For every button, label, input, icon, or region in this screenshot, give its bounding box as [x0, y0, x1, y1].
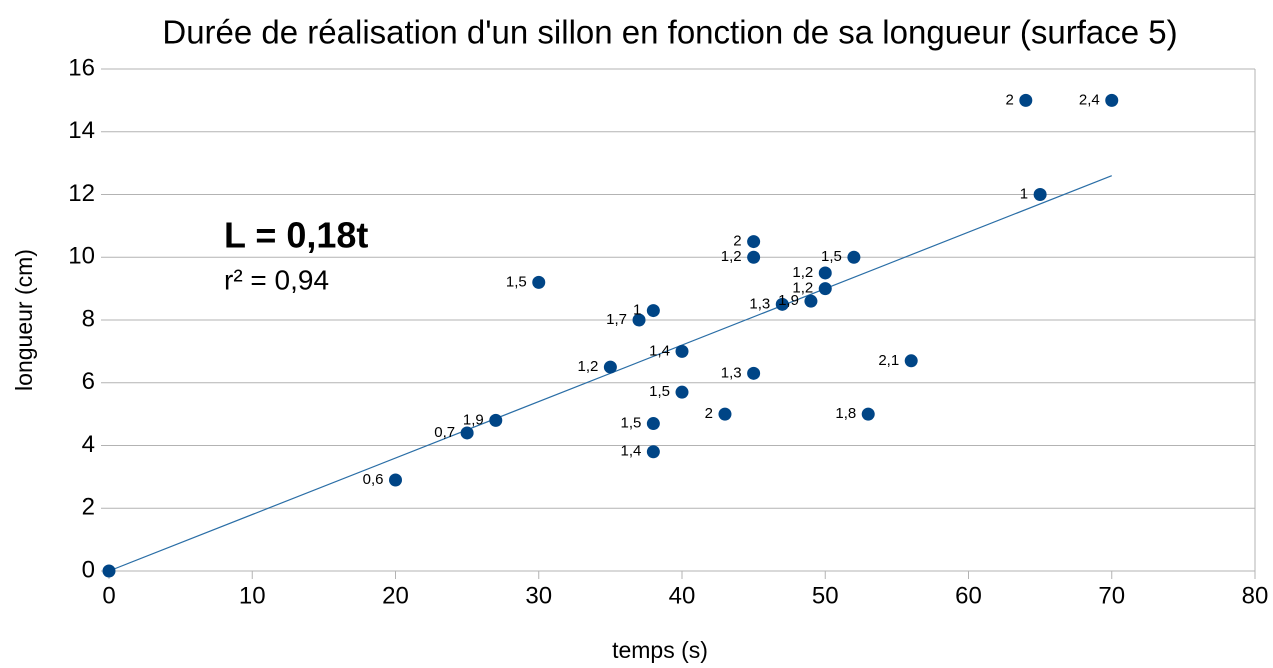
- chart-title: Durée de réalisation d'un sillon en fonc…: [162, 14, 1177, 51]
- point-label: 1,5: [821, 248, 842, 265]
- x-tick-label: 80: [1242, 582, 1269, 609]
- point-label: 1,2: [578, 358, 599, 375]
- point-label: 1: [1020, 185, 1028, 202]
- point-label: 2: [705, 405, 713, 422]
- y-tick-label: 6: [82, 368, 95, 395]
- y-tick-label: 8: [82, 305, 95, 332]
- x-tick-label: 30: [525, 582, 552, 609]
- x-tick-label: 60: [955, 582, 982, 609]
- point: [1105, 93, 1119, 107]
- y-tick-label: 2: [82, 494, 95, 521]
- point: [675, 385, 689, 399]
- x-tick-label: 20: [382, 582, 409, 609]
- x-tick-label: 70: [1098, 582, 1125, 609]
- point: [904, 354, 918, 368]
- point-label: 1,8: [835, 405, 856, 422]
- point-label: 0,7: [434, 424, 455, 441]
- x-tick-label: 0: [102, 582, 115, 609]
- point-label: 0,6: [363, 471, 384, 488]
- point: [718, 407, 732, 421]
- point: [747, 250, 761, 264]
- x-tick-label: 40: [669, 582, 696, 609]
- point-label: 1,7: [606, 311, 627, 328]
- y-tick-label: 14: [68, 117, 95, 144]
- point: [847, 250, 861, 264]
- point-label: 2: [1005, 91, 1013, 108]
- point: [747, 366, 761, 380]
- point-label: 1,9: [778, 292, 799, 309]
- point-label: 2: [733, 233, 741, 250]
- point-label: 1,3: [721, 364, 742, 381]
- point-label: 1: [633, 302, 641, 319]
- x-axis-title: temps (s): [612, 637, 708, 663]
- point-label: 1,5: [649, 383, 670, 400]
- point-label: 1,2: [721, 248, 742, 265]
- point-label: 1,4: [620, 443, 641, 460]
- point-label: 1,5: [506, 273, 527, 290]
- y-tick-label: 4: [82, 431, 95, 458]
- point-label: 1,4: [649, 342, 670, 359]
- point: [675, 344, 689, 358]
- point: [632, 313, 646, 327]
- point-label: 1,9: [463, 411, 484, 428]
- x-tick-label: 10: [239, 582, 266, 609]
- point-label: 1,2: [792, 264, 813, 281]
- point: [646, 304, 660, 318]
- y-tick-label: 12: [68, 180, 95, 207]
- y-axis-title: longueur (cm): [11, 249, 37, 391]
- point: [1019, 93, 1033, 107]
- point-label: 1,3: [749, 295, 770, 312]
- point: [532, 275, 546, 289]
- y-tick-label: 0: [82, 556, 95, 583]
- point: [775, 297, 789, 311]
- x-tick-label: 50: [812, 582, 839, 609]
- point-label: 1,2: [792, 280, 813, 297]
- point: [646, 445, 660, 459]
- equation: L = 0,18t: [224, 215, 368, 256]
- point-label: 1,5: [620, 415, 641, 432]
- point: [603, 360, 617, 374]
- point-label: 2,4: [1079, 91, 1100, 108]
- r-squared: r² = 0,94: [224, 264, 329, 295]
- point: [489, 413, 503, 427]
- y-tick-label: 10: [68, 243, 95, 270]
- point-label: 2,1: [878, 352, 899, 369]
- point: [1033, 188, 1047, 201]
- point: [646, 417, 660, 431]
- point: [747, 235, 761, 249]
- point: [818, 266, 832, 280]
- point: [389, 473, 402, 487]
- point: [804, 294, 818, 308]
- point: [460, 426, 474, 440]
- point: [102, 564, 116, 578]
- point: [861, 407, 875, 421]
- point: [818, 282, 832, 296]
- y-tick-label: 16: [68, 54, 95, 81]
